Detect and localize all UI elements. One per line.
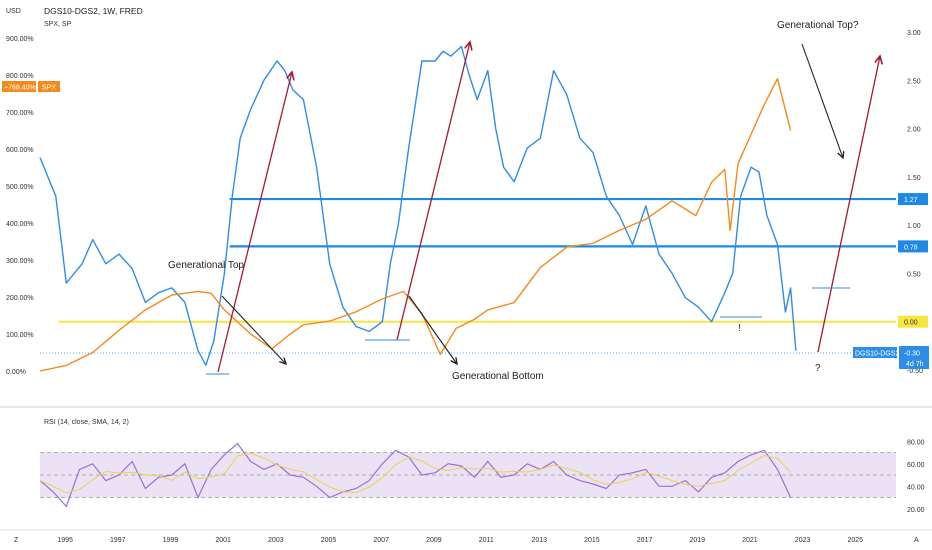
- annotation-exclamation[interactable]: !: [738, 323, 741, 334]
- time-axis-tick-label: 1995: [57, 537, 73, 544]
- time-axis-tick-label: 2001: [215, 537, 231, 544]
- annotation-generational-bottom[interactable]: Generational Bottom: [452, 371, 544, 382]
- left-axis-tick-label: 100.00%: [6, 332, 34, 339]
- time-axis-tick-label: 2005: [321, 537, 337, 544]
- rsi-axis-tick-label: 80.00: [907, 439, 925, 446]
- time-axis-tick-label: 2019: [689, 537, 705, 544]
- time-axis-tick-label: 2021: [742, 537, 758, 544]
- time-axis-tick-label: 2009: [426, 537, 442, 544]
- right-axis-tick-label: 0.50: [907, 271, 921, 278]
- current-tag-value-bg[interactable]: [899, 346, 929, 369]
- annotation-question[interactable]: ?: [815, 363, 821, 374]
- rsi-line: [39, 442, 792, 508]
- black-arrow-2022[interactable]: [801, 43, 843, 158]
- current-tag-label: DGS10-DGS2: [855, 351, 899, 358]
- reference-tag-bg-0: [898, 193, 928, 206]
- reference-tag-label-0: 1.27: [904, 197, 918, 204]
- left-price-axis[interactable]: 900.00% 800.00% 700.00% 600.00% 500.00% 400.0…: [6, 36, 34, 376]
- left-axis-tick-label: 300.00%: [6, 258, 34, 265]
- timezone-label[interactable]: Z: [14, 537, 19, 544]
- time-axis-tick-label: 2023: [795, 537, 811, 544]
- left-axis-tick-label: 400.00%: [6, 221, 34, 228]
- rsi-axis-tick-label: 20.00: [907, 507, 925, 514]
- right-axis-tick-label: 2.50: [907, 78, 921, 85]
- main-plot: [39, 45, 797, 372]
- time-axis-tick-label: 2017: [637, 537, 653, 544]
- spx-badge-value: +768.40%: [4, 85, 36, 92]
- right-axis-tick-label: 3.00: [907, 30, 921, 37]
- rsi-axis-tick-label: 40.00: [907, 484, 925, 491]
- red-arrow-2001[interactable]: [217, 72, 292, 373]
- left-axis-tick-label: 700.00%: [6, 110, 34, 117]
- spx-badge-symbol: SPX: [42, 85, 56, 92]
- left-axis-tick-label: 900.00%: [6, 36, 34, 43]
- symbol-line: DGS10-DGS2, 1W, FRED: [44, 6, 143, 16]
- time-axis-tick-label: 1997: [110, 537, 126, 544]
- right-axis-tick-label: -0.50: [907, 368, 923, 375]
- black-arrow-2000[interactable]: [221, 295, 286, 364]
- overlay-line: SPX, SP: [44, 21, 72, 28]
- rsi-axis-tick-label: 60.00: [907, 462, 925, 469]
- left-axis-tick-label: 0.00%: [6, 369, 26, 376]
- left-axis-tick-label: 600.00%: [6, 147, 34, 154]
- red-arrow-2007[interactable]: [396, 42, 470, 341]
- drawing-annotations: [40, 42, 896, 375]
- time-axis-tick-label: 2015: [584, 537, 600, 544]
- black-arrow-2008[interactable]: [408, 295, 457, 364]
- right-axis-tick-label: 1.00: [907, 223, 921, 230]
- current-tag-value: -0.30: [904, 351, 920, 358]
- right-axis-tick-label: 1.50: [907, 175, 921, 182]
- time-axis-tick-label: 2007: [373, 537, 389, 544]
- time-axis-tick-label: 1999: [163, 537, 179, 544]
- rsi-axis[interactable]: 80.00 60.00 40.00 20.00: [907, 439, 925, 514]
- reference-tag-label-2: 0.00: [904, 320, 918, 327]
- rsi-title: RSI (14, close, SMA, 14, 2): [44, 419, 129, 426]
- series-line-DGS10-DGS2: [39, 45, 797, 366]
- right-axis-tick-label: 2.00: [907, 127, 921, 134]
- rsi-ma-line: [39, 452, 791, 494]
- spx-badge-value-bg: [2, 81, 36, 92]
- left-axis-tick-label: 500.00%: [6, 184, 34, 191]
- reference-tag-bg-2: [898, 315, 928, 328]
- reference-tag-bg-1: [898, 240, 928, 253]
- current-tag-label-bg: [853, 347, 897, 358]
- time-axis-tick-label: 2025: [847, 537, 863, 544]
- left-axis-tick-label: 800.00%: [6, 73, 34, 80]
- time-axis-tick-label: 2011: [479, 537, 494, 544]
- left-axis-tick-label: 200.00%: [6, 295, 34, 302]
- auto-scale-label[interactable]: A: [914, 537, 919, 544]
- annotation-generational-top[interactable]: Generational Top: [168, 260, 244, 271]
- reference-lines: 1.27 0.78 0.00: [58, 193, 928, 328]
- time-axis[interactable]: 1995 1997 1999 2001 2003 2005 2007 2009 2011 2013…: [57, 537, 863, 544]
- spx-badge-symbol-bg[interactable]: [38, 81, 60, 92]
- rsi-pane: [39, 442, 896, 508]
- reference-tag-label-1: 0.78: [904, 244, 918, 251]
- currency-label: USD: [6, 8, 21, 15]
- current-tag-countdown: 4d 7h: [906, 361, 924, 368]
- time-axis-tick-label: 2013: [531, 537, 547, 544]
- annotation-generational-top-question[interactable]: Generational Top?: [777, 20, 859, 31]
- series-line-SPX: [39, 77, 792, 372]
- red-arrow-2023[interactable]: [817, 56, 880, 353]
- time-axis-tick-label: 2003: [268, 537, 284, 544]
